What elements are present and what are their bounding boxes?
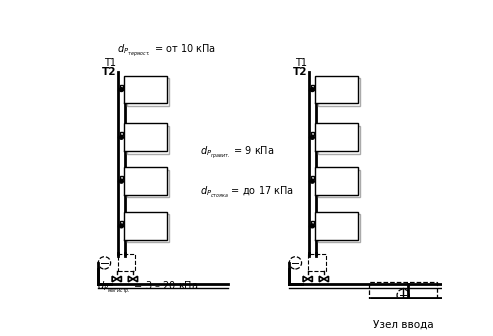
Polygon shape: [399, 305, 403, 309]
Bar: [311, 132, 314, 135]
Polygon shape: [308, 276, 313, 282]
Text: T1: T1: [295, 58, 307, 68]
Bar: [127, 78, 169, 106]
Bar: [124, 124, 167, 151]
Bar: [317, 78, 360, 106]
Bar: [127, 170, 169, 198]
Bar: [124, 212, 167, 240]
Circle shape: [119, 135, 123, 139]
Bar: [311, 85, 314, 88]
Bar: [317, 214, 360, 242]
Polygon shape: [112, 276, 117, 282]
Bar: [311, 221, 314, 224]
Bar: [120, 132, 123, 135]
Bar: [120, 85, 123, 88]
Text: $d_{P_{магистр.}}$ = 3 – 20 кПа: $d_{P_{магистр.}}$ = 3 – 20 кПа: [97, 280, 198, 296]
Bar: [311, 176, 314, 179]
Text: T2: T2: [102, 67, 116, 77]
Circle shape: [119, 179, 123, 183]
Circle shape: [311, 224, 314, 228]
Bar: [120, 176, 123, 179]
Bar: [124, 76, 167, 103]
Bar: [309, 254, 326, 271]
Bar: [120, 221, 123, 224]
Polygon shape: [133, 276, 138, 282]
Text: T1: T1: [104, 58, 116, 68]
Circle shape: [119, 224, 123, 228]
Bar: [317, 126, 360, 154]
Bar: [124, 167, 167, 195]
Circle shape: [311, 88, 314, 91]
Polygon shape: [128, 276, 133, 282]
Bar: [127, 126, 169, 154]
Text: Узел ввода: Узел ввода: [373, 320, 433, 330]
Polygon shape: [403, 305, 407, 309]
Bar: [317, 170, 360, 198]
Circle shape: [119, 88, 123, 91]
Polygon shape: [117, 276, 121, 282]
Circle shape: [311, 135, 314, 139]
Text: T2: T2: [292, 67, 307, 77]
Polygon shape: [319, 276, 324, 282]
Polygon shape: [303, 276, 308, 282]
Text: $d_{P_{термост.}}$ = от 10 кПа: $d_{P_{термост.}}$ = от 10 кПа: [117, 43, 216, 59]
Bar: [316, 212, 358, 240]
Bar: [369, 282, 437, 317]
Bar: [117, 254, 135, 271]
Bar: [316, 124, 358, 151]
Bar: [316, 76, 358, 103]
Bar: [127, 214, 169, 242]
Text: $d_{P_{стояка}}$ = до 17 кПа: $d_{P_{стояка}}$ = до 17 кПа: [200, 185, 294, 200]
Circle shape: [311, 179, 314, 183]
Text: $d_{P_{гравит.}}$ = 9 кПа: $d_{P_{гравит.}}$ = 9 кПа: [200, 145, 275, 161]
Bar: [316, 167, 358, 195]
Polygon shape: [324, 276, 328, 282]
